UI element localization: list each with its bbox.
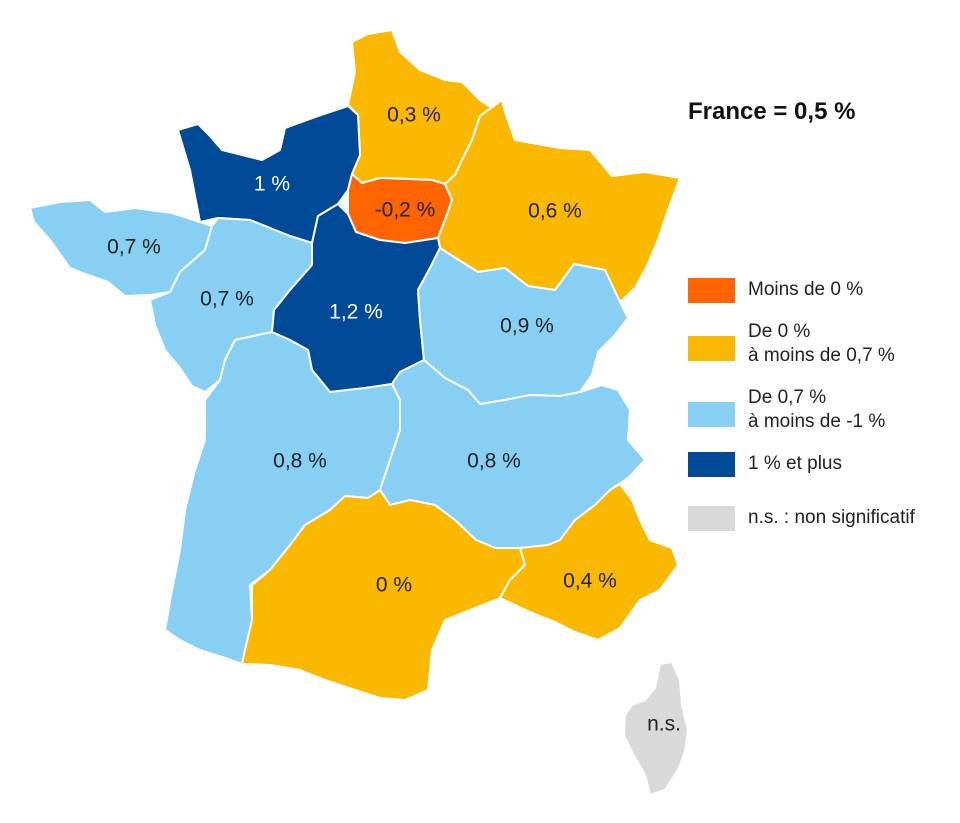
legend-label-line: n.s. : non significatif [748, 507, 915, 528]
region-label-paca: 0,4 % [563, 570, 617, 593]
region-label-pays-de-la-loire: 0,7 % [200, 288, 254, 311]
legend-label-line: De 0 % [748, 321, 811, 342]
legend-label-0-7-to-1: De 0,7 % à moins de -1 % [748, 386, 885, 434]
region-label-hauts-de-france: 0,3 % [387, 104, 441, 127]
legend-label-line: à moins de -1 % [748, 411, 886, 432]
map-title: France = 0,5 % [688, 98, 856, 125]
region-label-ile-de-france: -0,2 % [375, 199, 436, 222]
legend-label-1-plus: 1 % et plus [748, 452, 842, 476]
legend-item-less-than-0: Moins de 0 % [688, 278, 863, 303]
legend-swatch-0-to-0-7 [688, 336, 735, 361]
region-paca [499, 483, 679, 641]
region-label-nouvelle-aquitaine: 0,8 % [273, 450, 327, 473]
region-label-normandie: 1 % [254, 173, 290, 196]
region-label-bretagne: 0,7 % [107, 236, 161, 259]
region-label-corse: n.s. [647, 713, 681, 736]
legend-item-0-7-to-1: De 0,7 % à moins de -1 % [688, 386, 885, 434]
legend-label-line: à moins de 0,7 % [748, 345, 895, 366]
legend-label-line: 1 % et plus [748, 453, 842, 474]
legend-item-1-plus: 1 % et plus [688, 452, 842, 477]
region-label-centre-val-de-loire: 1,2 % [329, 301, 383, 324]
legend-swatch-less-than-0 [688, 278, 735, 303]
region-label-grand-est: 0,6 % [528, 200, 582, 223]
legend-label-line: De 0,7 % [748, 387, 827, 408]
legend-item-0-to-0-7: De 0 % à moins de 0,7 % [688, 320, 895, 368]
legend-swatch-1-plus [688, 452, 735, 477]
region-corse [623, 661, 689, 796]
legend-label-0-to-0-7: De 0 % à moins de 0,7 % [748, 320, 895, 368]
legend-item-ns: n.s. : non significatif [688, 506, 915, 531]
region-label-occitanie: 0 % [376, 574, 412, 597]
legend-swatch-ns [688, 506, 735, 531]
legend-label-line: Moins de 0 % [748, 279, 864, 300]
region-label-bourgogne-franche-comte: 0,9 % [500, 315, 554, 338]
region-label-auvergne-rhone-alpes: 0,8 % [467, 450, 521, 473]
legend-swatch-0-7-to-1 [688, 402, 735, 427]
legend-label-ns: n.s. : non significatif [748, 506, 915, 530]
legend-label-less-than-0: Moins de 0 % [748, 278, 863, 302]
